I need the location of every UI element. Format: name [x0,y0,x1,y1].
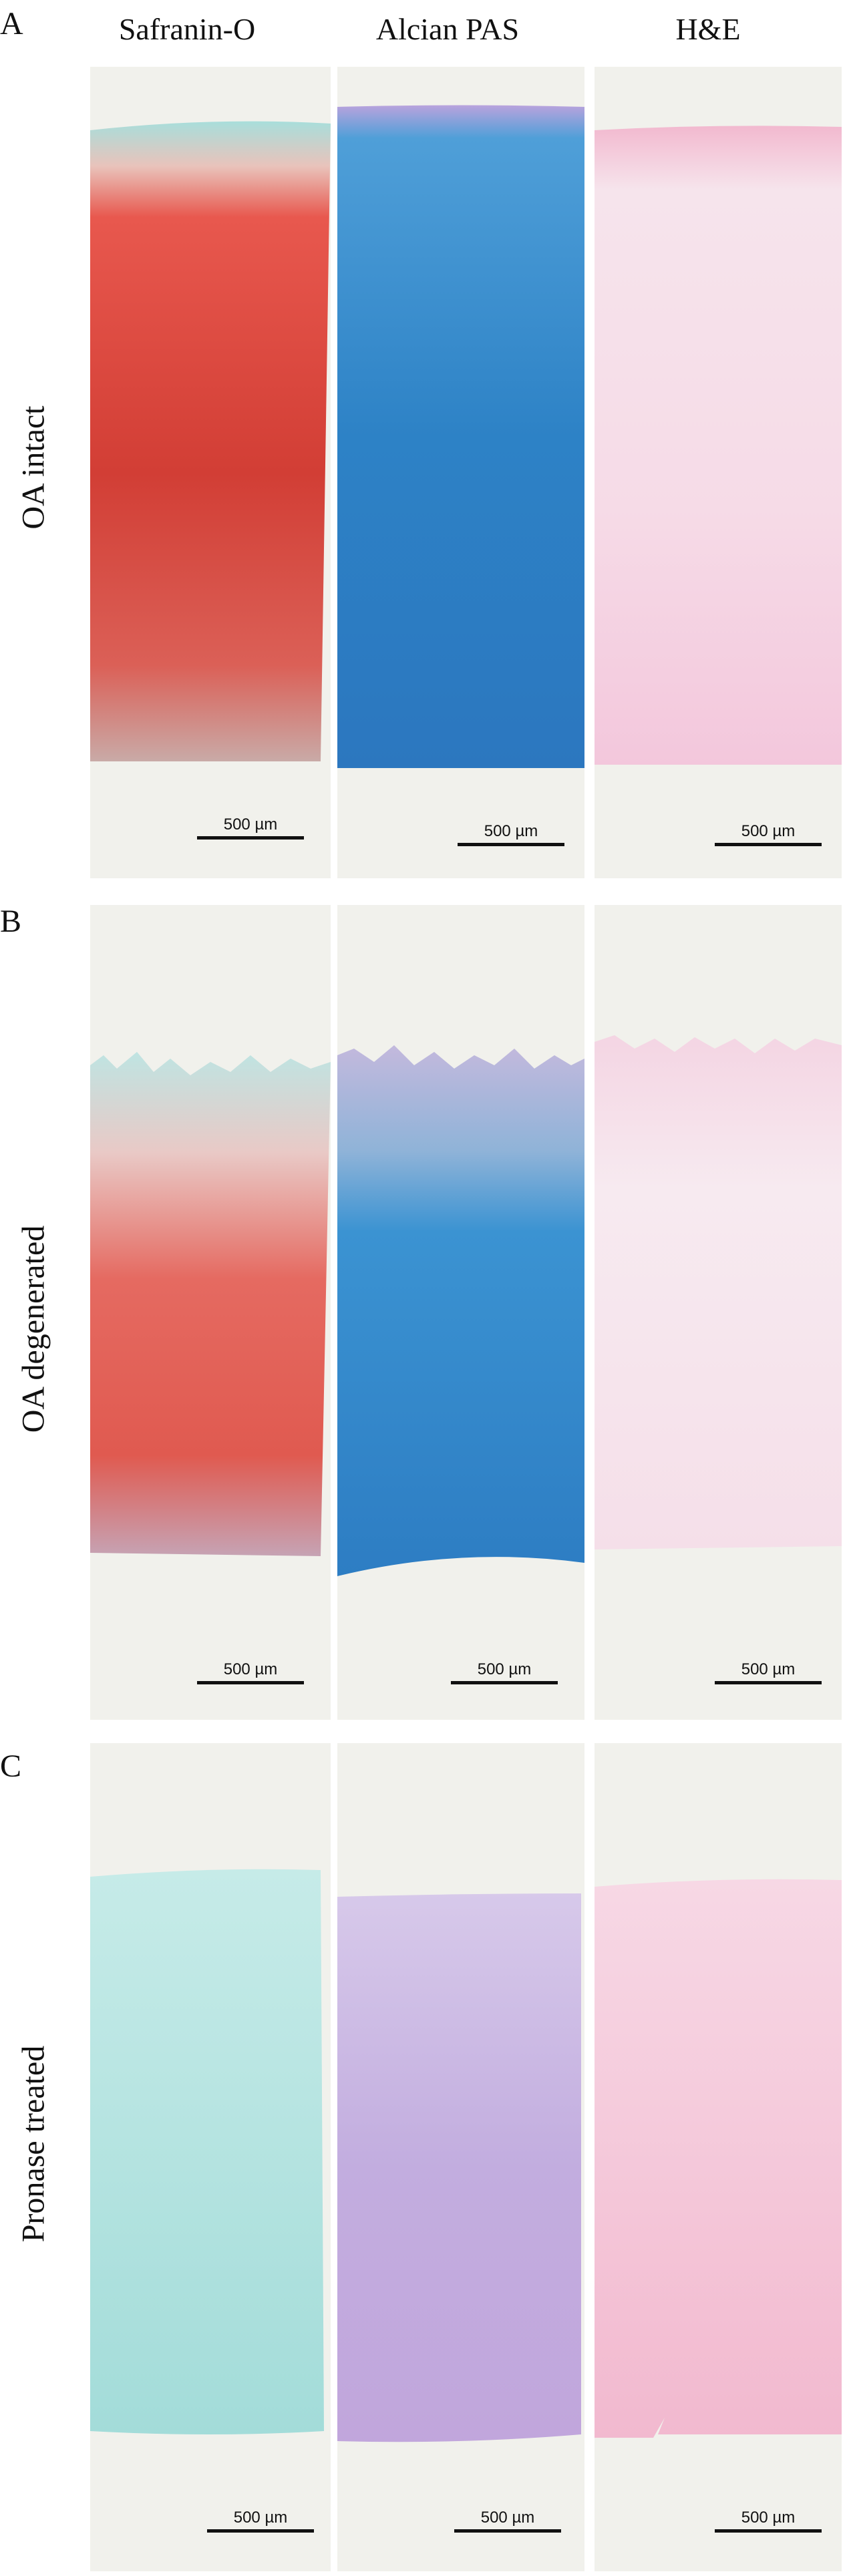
scale-bar-line [454,2529,561,2533]
micrograph-oa-degenerated-alcian-pas [337,905,584,1720]
panel-letter-c: C [0,1749,22,1784]
scale-bar-line [458,843,564,846]
micrograph-oa-degenerated-he [595,905,842,1720]
micrograph-oa-degenerated-safranin-o [90,905,331,1720]
scale-bar-line [715,2529,822,2533]
micrograph-pronase-treated-safranin-o [90,1743,331,2571]
column-header-alcian-pas: Alcian PAS [375,12,520,46]
scale-bar-c-safranin-o: 500 µm [204,2508,317,2541]
micrograph-oa-intact-he [595,67,842,878]
scale-bar-label: 500 µm [223,1660,278,1678]
scale-bar-a-safranin-o: 500 µm [194,815,307,848]
scale-bar-b-alcian-pas: 500 µm [448,1660,561,1693]
panel-letter-a: A [0,6,23,41]
scale-bar-line [715,843,822,846]
scale-bar-label: 500 µm [480,2509,535,2527]
micrograph-pronase-treated-alcian-pas [337,1743,584,2571]
scale-bar-line [207,2529,314,2533]
row-label-oa-degenerated: OA degenerated [15,1225,51,1433]
scale-bar-label: 500 µm [741,2509,796,2527]
scale-bar-line [197,1681,304,1684]
scale-bar-b-he: 500 µm [711,1660,825,1693]
column-header-safranin-o: Safranin-O [118,12,256,46]
scale-bar-label: 500 µm [233,2509,288,2527]
scale-bar-label: 500 µm [223,815,278,834]
scale-bar-label: 500 µm [484,822,538,840]
scale-bar-c-he: 500 µm [711,2508,825,2541]
column-header-he: H&E [675,12,741,46]
scale-bar-c-alcian-pas: 500 µm [451,2508,564,2541]
micrograph-oa-intact-alcian-pas [337,67,584,878]
micrograph-oa-intact-safranin-o [90,67,331,878]
scale-bar-line [197,836,304,840]
row-label-pronase-treated: Pronase treated [15,2045,51,2243]
panel-letter-b: B [0,904,22,939]
row-label-oa-intact: OA intact [15,405,51,530]
scale-bar-a-alcian-pas: 500 µm [454,821,568,855]
scale-bar-line [715,1681,822,1684]
micrograph-pronase-treated-he [595,1743,842,2571]
scale-bar-line [451,1681,558,1684]
scale-bar-label: 500 µm [741,1660,796,1678]
scale-bar-label: 500 µm [741,822,796,840]
scale-bar-label: 500 µm [477,1660,532,1678]
scale-bar-b-safranin-o: 500 µm [194,1660,307,1693]
scale-bar-a-he: 500 µm [711,821,825,855]
